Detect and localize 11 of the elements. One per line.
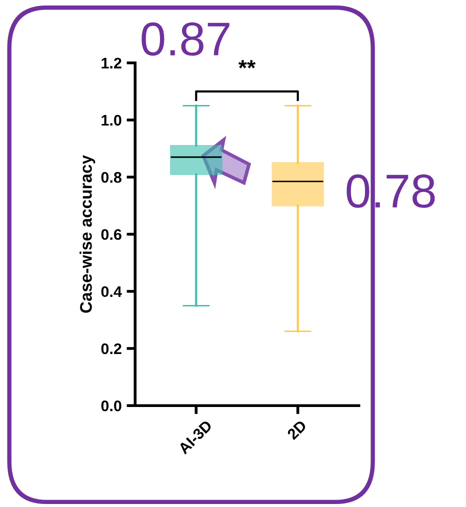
x-tick-label: 2D: [286, 420, 308, 440]
y-tick-label: 1.2: [102, 58, 122, 68]
y-tick-label: 0.6: [101, 229, 122, 240]
y-tick-label: 1.0: [102, 114, 122, 126]
text: 0.87: [142, 22, 230, 56]
y-tick-label: 0.0: [101, 400, 122, 412]
y-axis-title: Case-wise accuracy: [80, 155, 96, 313]
annotation: **: [238, 60, 256, 68]
y-tick-label: 0.8: [101, 172, 122, 183]
y-tick-label: 0.2: [101, 343, 122, 354]
y-tick-label: 0.4: [101, 286, 122, 298]
